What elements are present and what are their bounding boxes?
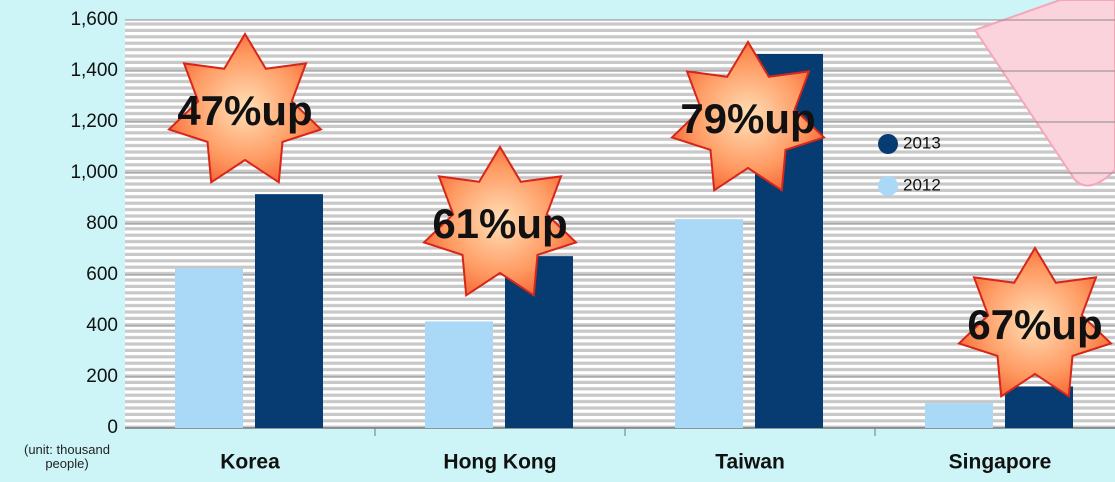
decoration: [973, 0, 1115, 187]
y-tick-label: 0: [107, 417, 118, 438]
annotation: 61%up: [432, 200, 567, 247]
x-tick-label: Hong Kong: [443, 451, 556, 474]
y-tick-label: 1,600: [70, 9, 118, 30]
unit-label: (unit: thousand people): [23, 442, 110, 471]
legend-label: 2012: [903, 175, 941, 194]
y-tick-label: 1,400: [70, 60, 118, 81]
y-tick-label: 600: [86, 264, 118, 285]
starburst: [422, 145, 578, 298]
legend-label: 2013: [903, 133, 941, 152]
x-tick-label: Taiwan: [715, 451, 785, 474]
bar: [675, 219, 743, 428]
annotation: 79%up: [680, 95, 815, 142]
x-tick-label: Korea: [220, 451, 280, 474]
bar: [255, 194, 323, 428]
starburst: [167, 32, 323, 185]
y-tick-label: 200: [86, 366, 118, 387]
bar: [425, 321, 493, 428]
bar: [175, 268, 243, 428]
y-tick-label: 1,000: [70, 162, 118, 183]
y-tick-label: 400: [86, 315, 118, 336]
legend-marker: [878, 176, 898, 196]
legend-marker: [878, 134, 898, 154]
y-tick-label: 1,200: [70, 111, 118, 132]
starburst: [670, 40, 826, 193]
y-tick-label: 800: [86, 213, 118, 234]
starburst: [957, 246, 1113, 399]
bar: [1005, 386, 1073, 428]
bar: [925, 403, 993, 428]
annotation: 67%up: [967, 301, 1102, 348]
annotation: 47%up: [177, 87, 312, 134]
x-tick-label: Singapore: [949, 451, 1052, 474]
